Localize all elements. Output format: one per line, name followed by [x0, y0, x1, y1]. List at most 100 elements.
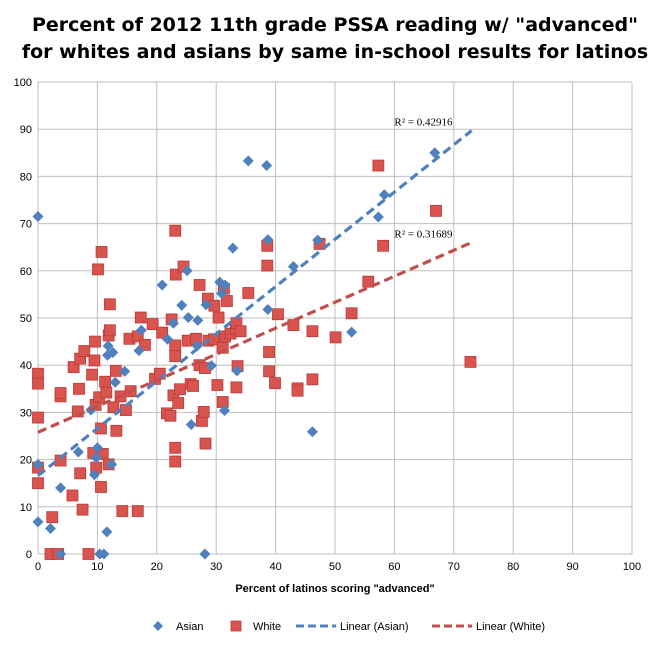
asian-point — [261, 160, 273, 172]
white-point — [377, 239, 390, 252]
legend-label-linear-asian: Linear (Asian) — [340, 621, 408, 633]
asian-point — [378, 189, 390, 201]
legend-label-white: White — [253, 621, 281, 633]
x-tick-label: 70 — [448, 561, 460, 573]
white-point — [74, 467, 87, 480]
asian-point — [101, 526, 113, 538]
x-tick-label: 0 — [35, 561, 41, 573]
asian-point — [199, 548, 211, 560]
white-point — [107, 401, 120, 414]
asian-point — [88, 469, 100, 481]
white-point — [269, 377, 281, 390]
white-point — [169, 268, 182, 281]
white-point — [272, 308, 284, 321]
white-point — [372, 159, 385, 172]
white-point — [464, 355, 477, 368]
asian-point — [119, 365, 131, 377]
white-point — [169, 455, 182, 468]
white-point — [169, 441, 182, 454]
asian-point — [200, 299, 212, 311]
white-point — [100, 386, 113, 399]
asian-point — [306, 426, 318, 438]
white-point — [169, 339, 182, 352]
white-point — [32, 477, 44, 490]
x-tick-label: 10 — [91, 561, 103, 573]
white-point — [216, 396, 229, 408]
x-tick-label: 60 — [388, 561, 400, 573]
y-axis-ticks: 0 10 20 30 40 50 60 70 80 90 100 — [14, 77, 32, 561]
asian-point — [216, 287, 228, 299]
legend: Asian White Linear (Asian) Linear (White) — [153, 620, 545, 633]
asian-point — [167, 317, 179, 329]
white-point — [54, 387, 67, 399]
asian-point — [156, 279, 168, 291]
x-tick-label: 50 — [329, 561, 341, 573]
legend-label-linear-white: Linear (White) — [476, 621, 545, 633]
white-point — [95, 481, 107, 493]
chart-title-line-1: Percent of 2012 11th grade PSSA reading … — [32, 14, 638, 36]
asian-point — [32, 516, 44, 528]
white-point — [306, 373, 319, 386]
white-point — [174, 383, 186, 396]
y-tick-label: 80 — [20, 171, 32, 183]
white-point — [103, 298, 116, 311]
asian-point — [109, 376, 121, 388]
x-axis-label: Percent of latinos scoring "advanced" — [235, 583, 434, 595]
white-point — [131, 505, 144, 517]
asian-point — [176, 299, 188, 311]
asian-point — [161, 333, 173, 345]
asian-point — [185, 419, 197, 431]
white-point — [197, 406, 210, 418]
asian-point — [205, 360, 217, 372]
white-point — [345, 307, 358, 320]
asian-point — [106, 458, 118, 470]
white-point — [306, 325, 319, 338]
white-point — [362, 275, 375, 288]
white-point — [110, 424, 123, 437]
white-point — [169, 350, 182, 363]
asian-point — [102, 340, 114, 352]
y-tick-label: 70 — [20, 219, 32, 231]
y-tick-label: 40 — [20, 360, 32, 372]
asian-point — [262, 304, 274, 316]
asian-point — [72, 446, 84, 458]
asian-point — [91, 442, 103, 454]
asian-point — [135, 324, 147, 336]
asian-point — [372, 211, 384, 223]
chart-title-line-2: for whites and asians by same in-school … — [22, 41, 648, 63]
white-point — [156, 326, 169, 339]
asian-point — [32, 211, 44, 223]
white-point — [263, 346, 275, 358]
asian-point — [429, 147, 441, 159]
x-tick-label: 20 — [151, 561, 163, 573]
r-squared-label: R² = 0.31689 — [394, 228, 453, 240]
white-point — [32, 411, 44, 424]
asian-point — [262, 234, 274, 246]
white-point — [46, 511, 59, 524]
white-series — [32, 159, 477, 560]
asian-point — [32, 458, 44, 470]
white-point — [263, 365, 275, 378]
white-point — [99, 375, 112, 388]
white-point — [287, 319, 300, 331]
asian-point — [55, 482, 67, 494]
white-point — [212, 311, 225, 324]
white-point — [66, 489, 79, 502]
y-tick-label: 50 — [20, 313, 32, 325]
asian-point — [191, 340, 203, 352]
white-point — [116, 505, 129, 517]
asian-point — [181, 265, 193, 277]
y-tick-label: 20 — [20, 455, 32, 467]
white-point — [32, 377, 44, 390]
asian-point — [107, 346, 119, 358]
y-tick-label: 30 — [20, 407, 32, 419]
y-tick-label: 60 — [20, 266, 32, 278]
white-point — [103, 324, 116, 337]
white-point — [164, 409, 177, 422]
legend-white-marker — [230, 620, 242, 632]
asian-point — [90, 452, 102, 464]
white-point — [242, 287, 255, 299]
asian-point — [219, 405, 231, 417]
y-tick-label: 0 — [26, 549, 32, 561]
white-point — [76, 503, 89, 516]
